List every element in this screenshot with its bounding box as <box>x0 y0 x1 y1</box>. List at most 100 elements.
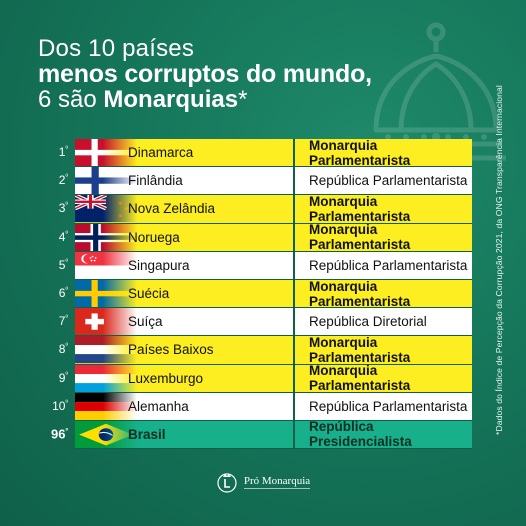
flag-finland-icon <box>75 167 137 195</box>
rank-suffix: º <box>65 286 68 294</box>
country-cell: Suécia <box>75 279 295 308</box>
row-cells: Suíça República Diretorial <box>75 308 472 337</box>
rank-number: 96 <box>50 426 66 442</box>
flag-sweden-icon <box>75 279 137 308</box>
rank-label: 1º <box>38 145 68 159</box>
country-name: Suíça <box>128 314 163 330</box>
rank-label: 3º <box>38 201 68 215</box>
rank-suffix: º <box>65 371 68 379</box>
country-cell: Países Baixos <box>75 336 295 364</box>
table-row: 4º Noruega Monarquia Parlamentarista <box>38 222 472 252</box>
rank-number: 5 <box>58 257 66 272</box>
country-name: Singapura <box>128 257 190 273</box>
rank-label: 10º <box>38 399 68 413</box>
rank-suffix: º <box>65 145 68 153</box>
rank-suffix: º <box>65 315 68 323</box>
table-row: 2º Finlândia República Parlamentarista <box>38 167 472 196</box>
row-cells: Singapura República Parlamentarista <box>75 251 472 280</box>
government-cell: Monarquia Parlamentarista <box>295 279 472 309</box>
country-name: Dinamarca <box>128 145 194 161</box>
table-row: 7º Suíça República Diretorial <box>38 308 472 337</box>
headline-line-1: Dos 10 países <box>38 35 195 62</box>
rank-number: 6 <box>58 285 66 300</box>
country-name: Alemanha <box>128 398 189 414</box>
country-name: Finlândia <box>128 173 183 189</box>
source-note: *Dados do Índice de Percepção da Corrupç… <box>494 85 504 435</box>
row-cells: Suécia Monarquia Parlamentarista <box>75 279 472 309</box>
row-cells: Alemanha República Parlamentarista <box>75 392 472 421</box>
country-cell: Nova Zelândia <box>75 195 295 223</box>
headline-emphasis: Monarquias <box>103 86 239 114</box>
footer-brand: Pró Monarquia <box>243 475 311 489</box>
country-cell: Luxemburgo <box>75 364 295 392</box>
table-row: 96º Brasil República Presidencialista <box>38 419 472 449</box>
government-cell: República Presidencialista <box>295 419 472 449</box>
table-row: 5º Singapura República Parlamentarista <box>38 251 472 280</box>
country-cell: Noruega <box>75 223 295 251</box>
government-cell: República Diretorial <box>295 308 472 336</box>
rank-label: 9º <box>38 370 68 384</box>
headline-asterisk: * <box>238 86 248 114</box>
row-cells: Dinamarca Monarquia Parlamentarista <box>75 138 472 168</box>
country-name: Noruega <box>128 229 180 245</box>
flag-norway-icon <box>75 223 137 251</box>
rank-label: 96º <box>38 426 68 441</box>
rank-suffix: º <box>65 343 68 351</box>
government-cell: Monarquia Parlamentarista <box>295 222 472 252</box>
table-row: 10º Alemanha República Parlamentarista <box>38 392 472 421</box>
rank-number: 3 <box>58 201 66 216</box>
government-cell: República Parlamentarista <box>295 251 472 279</box>
rank-suffix: º <box>65 399 68 407</box>
table-row: 3º Nova Zelândia Monarquia Parlamentarista <box>38 194 472 224</box>
rank-label: 8º <box>38 342 68 356</box>
flag-germany-icon <box>75 392 137 420</box>
rank-label: 4º <box>38 230 68 244</box>
country-name: Luxemburgo <box>128 370 204 386</box>
headline: Dos 10 países menos corruptos do mundo, … <box>38 36 372 113</box>
flag-switzerland-icon <box>75 308 137 336</box>
table-row: 1º Dinamarca Monarquia Parlamentarista <box>38 138 472 168</box>
rank-suffix: º <box>65 202 68 210</box>
flag-luxembourg-icon <box>75 364 137 392</box>
rank-label: 7º <box>38 314 68 328</box>
government-cell: Monarquia Parlamentarista <box>295 363 472 393</box>
rank-number: 7 <box>58 314 66 329</box>
government-cell: República Parlamentarista <box>295 167 472 195</box>
rank-label: 6º <box>38 286 68 300</box>
rank-number: 4 <box>58 229 66 244</box>
government-cell: Monarquia Parlamentarista <box>295 335 472 365</box>
table-row: 6º Suécia Monarquia Parlamentarista <box>38 279 472 309</box>
country-cell: Singapura <box>75 251 295 279</box>
footer: Pró Monarquia <box>0 471 526 493</box>
flag-denmark-icon <box>75 139 137 167</box>
country-name: Suécia <box>128 286 170 302</box>
country-name: Países Baixos <box>128 342 214 358</box>
rank-number: 10 <box>52 398 66 413</box>
table-row: 9º Luxemburgo Monarquia Parlamentarista <box>38 363 472 393</box>
row-cells: Noruega Monarquia Parlamentarista <box>75 222 472 252</box>
country-cell: Suíça <box>75 308 295 336</box>
row-cells: Finlândia República Parlamentarista <box>75 167 472 196</box>
headline-prefix: 6 são <box>38 86 104 114</box>
flag-new-zealand-icon <box>75 195 137 223</box>
headline-line-2: menos corruptos do mundo, <box>38 60 372 89</box>
row-cells: Nova Zelândia Monarquia Parlamentarista <box>75 194 472 224</box>
government-cell: Monarquia Parlamentarista <box>295 138 472 168</box>
rank-label: 2º <box>38 173 68 187</box>
table-row: 8º Países Baixos Monarquia Parlamentarista <box>38 335 472 365</box>
rank-number: 9 <box>58 370 66 385</box>
country-cell: Finlândia <box>75 167 295 195</box>
rank-number: 8 <box>58 342 66 357</box>
rank-number: 1 <box>58 144 66 159</box>
flag-brazil-icon <box>75 420 137 449</box>
row-cells: Luxemburgo Monarquia Parlamentarista <box>75 363 472 393</box>
rank-label: 5º <box>38 258 68 272</box>
flag-netherlands-icon <box>75 336 137 364</box>
government-cell: Monarquia Parlamentarista <box>295 194 472 224</box>
country-cell: Alemanha <box>75 392 295 420</box>
ranking-table: 1º Dinamarca Monarquia Parlamentarista 2º Fi… <box>38 138 472 449</box>
country-cell: Dinamarca <box>75 139 295 167</box>
country-name: Brasil <box>128 426 166 442</box>
rank-suffix: º <box>65 427 68 435</box>
